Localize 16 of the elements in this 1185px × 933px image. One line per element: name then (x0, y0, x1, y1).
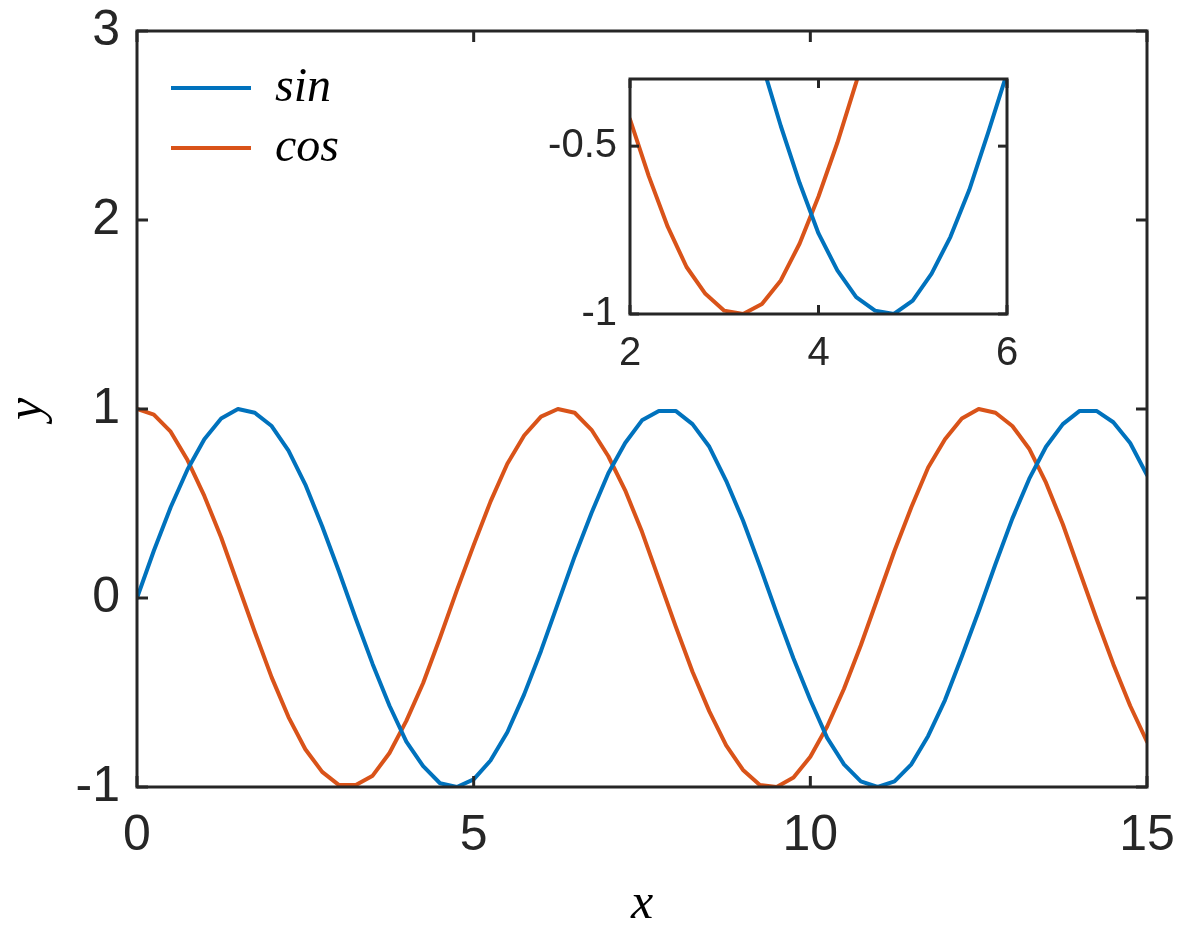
x-tick-label: 5 (459, 804, 488, 861)
y-tick-label: -1 (581, 289, 617, 334)
legend-label: cos (275, 117, 339, 171)
y-axis-title: y (0, 397, 53, 426)
x-tick-label: 4 (807, 329, 830, 374)
y-tick-label: 2 (92, 188, 120, 245)
y-tick-label: -1 (75, 755, 120, 812)
y-tick-label: -0.5 (548, 121, 617, 166)
x-tick-label: 15 (1119, 804, 1175, 861)
x-tick-label: 6 (995, 329, 1019, 374)
y-tick-label: 1 (92, 377, 120, 434)
y-tick-label: 3 (92, 0, 120, 56)
y-tick-label: 0 (92, 566, 120, 623)
x-axis-title: x (629, 873, 654, 930)
legend-label: sin (275, 57, 332, 111)
x-tick-label: 10 (782, 804, 839, 861)
